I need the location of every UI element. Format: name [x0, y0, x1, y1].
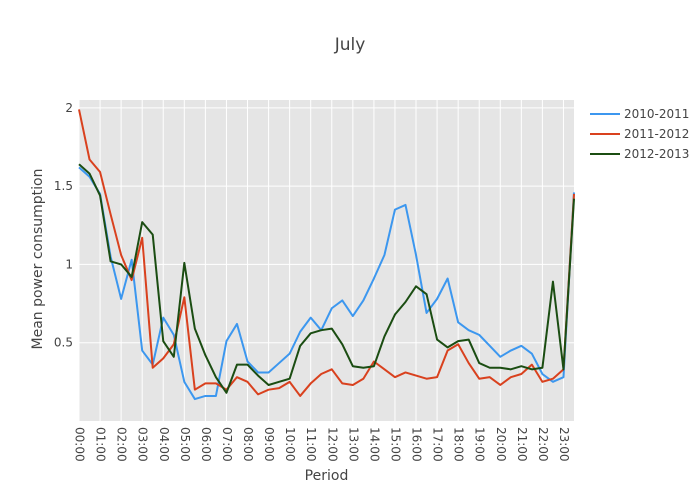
x-tick-label: 22:00 [536, 427, 550, 462]
x-tick-label: 07:00 [220, 427, 234, 462]
legend[interactable]: 2010-2011 2011-2012 2012-2013 [590, 107, 689, 161]
y-axis-ticks: 0.5 1 1.5 2 [54, 101, 73, 350]
x-tick-label: 23:00 [557, 427, 571, 462]
x-tick-label: 17:00 [431, 427, 445, 462]
plot-area [79, 100, 574, 421]
y-tick-label: 1 [65, 257, 73, 271]
x-tick-label: 11:00 [304, 427, 318, 462]
x-tick-label: 15:00 [388, 427, 402, 462]
grid-lines [78, 100, 574, 421]
y-tick-label: 2 [65, 101, 73, 115]
x-tick-label: 00:00 [73, 427, 87, 462]
y-tick-label: 1.5 [54, 179, 73, 193]
x-axis-ticks: 00:00 01:00 02:00 03:00 04:00 05:00 06:00 07:00… [73, 427, 571, 462]
x-tick-label: 12:00 [325, 427, 339, 462]
x-tick-label: 14:00 [367, 427, 381, 462]
x-tick-label: 06:00 [199, 427, 213, 462]
legend-label: 2012-2013 [624, 147, 689, 161]
legend-item[interactable]: 2012-2013 [590, 147, 689, 161]
y-tick-label: 0.5 [54, 336, 73, 350]
chart-title: July [334, 35, 366, 55]
x-axis-label: Period [305, 468, 349, 484]
x-tick-label: 02:00 [115, 427, 129, 462]
series-line-2[interactable] [78, 109, 575, 397]
legend-item[interactable]: 2011-2012 [590, 127, 689, 141]
legend-label: 2011-2012 [624, 127, 689, 141]
x-tick-label: 09:00 [262, 427, 276, 462]
x-tick-label: 16:00 [410, 427, 424, 462]
series-line-3[interactable] [78, 163, 575, 394]
x-tick-label: 18:00 [452, 427, 466, 462]
x-tick-label: 21:00 [515, 427, 529, 462]
x-tick-label: 20:00 [494, 427, 508, 462]
x-tick-label: 08:00 [241, 427, 255, 462]
series-lines [78, 109, 575, 401]
x-tick-label: 19:00 [473, 427, 487, 462]
x-tick-label: 13:00 [346, 427, 360, 462]
legend-item[interactable]: 2010-2011 [590, 107, 689, 121]
x-tick-label: 04:00 [157, 427, 171, 462]
x-tick-label: 05:00 [178, 427, 192, 462]
x-tick-label: 03:00 [136, 427, 150, 462]
y-axis-label: Mean power consumption [30, 169, 46, 350]
x-tick-label: 10:00 [283, 427, 297, 462]
legend-label: 2010-2011 [624, 107, 689, 121]
x-tick-label: 01:00 [94, 427, 108, 462]
